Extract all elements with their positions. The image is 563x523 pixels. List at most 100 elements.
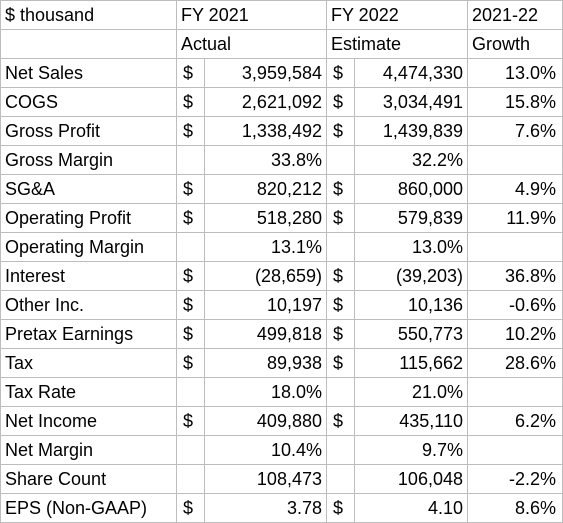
currency-fy2022[interactable]: $ (326, 290, 355, 320)
currency-fy2021[interactable] (176, 464, 205, 494)
currency-fy2021[interactable]: $ (176, 261, 205, 291)
currency-fy2022[interactable]: $ (326, 319, 355, 349)
value-fy2022[interactable]: 1,439,839 (354, 116, 468, 146)
row-label[interactable]: Tax (0, 348, 177, 378)
currency-fy2021[interactable]: $ (176, 174, 205, 204)
currency-fy2021[interactable]: $ (176, 58, 205, 88)
value-fy2022[interactable]: 3,034,491 (354, 87, 468, 117)
currency-fy2022[interactable]: $ (326, 174, 355, 204)
header-estimate[interactable]: Estimate (326, 29, 468, 59)
growth-value[interactable]: 15.8% (467, 87, 563, 117)
currency-fy2022[interactable] (326, 145, 355, 175)
header-growth[interactable]: Growth (467, 29, 563, 59)
value-fy2021[interactable]: 3,959,584 (204, 58, 327, 88)
row-label[interactable]: Share Count (0, 464, 177, 494)
currency-fy2022[interactable]: $ (326, 406, 355, 436)
value-fy2021[interactable]: 3.78 (204, 493, 327, 523)
value-fy2021[interactable]: 108,473 (204, 464, 327, 494)
currency-fy2022[interactable]: $ (326, 493, 355, 523)
value-fy2022[interactable]: 21.0% (354, 377, 468, 407)
growth-value[interactable]: 6.2% (467, 406, 563, 436)
row-label[interactable]: Other Inc. (0, 290, 177, 320)
row-label[interactable]: Tax Rate (0, 377, 177, 407)
value-fy2022[interactable]: 579,839 (354, 203, 468, 233)
currency-fy2022[interactable]: $ (326, 87, 355, 117)
row-label[interactable]: Operating Profit (0, 203, 177, 233)
growth-value[interactable] (467, 377, 563, 407)
value-fy2022[interactable]: 9.7% (354, 435, 468, 465)
row-label[interactable]: Gross Margin (0, 145, 177, 175)
currency-fy2022[interactable] (326, 464, 355, 494)
currency-fy2021[interactable]: $ (176, 203, 205, 233)
value-fy2021[interactable]: 518,280 (204, 203, 327, 233)
currency-fy2021[interactable]: $ (176, 290, 205, 320)
value-fy2021[interactable]: 89,938 (204, 348, 327, 378)
row-label[interactable]: Net Income (0, 406, 177, 436)
growth-value[interactable]: -2.2% (467, 464, 563, 494)
growth-value[interactable]: 28.6% (467, 348, 563, 378)
growth-value[interactable]: 13.0% (467, 58, 563, 88)
row-label[interactable]: EPS (Non-GAAP) (0, 493, 177, 523)
value-fy2021[interactable]: 2,621,092 (204, 87, 327, 117)
growth-value[interactable]: -0.6% (467, 290, 563, 320)
currency-fy2021[interactable]: $ (176, 493, 205, 523)
currency-fy2021[interactable] (176, 232, 205, 262)
value-fy2022[interactable]: 860,000 (354, 174, 468, 204)
currency-fy2022[interactable]: $ (326, 58, 355, 88)
value-fy2021[interactable]: 1,338,492 (204, 116, 327, 146)
currency-fy2022[interactable]: $ (326, 348, 355, 378)
value-fy2021[interactable]: 10.4% (204, 435, 327, 465)
value-fy2022[interactable]: 435,110 (354, 406, 468, 436)
header-fy2022[interactable]: FY 2022 (326, 0, 468, 30)
row-label[interactable]: COGS (0, 87, 177, 117)
currency-fy2022[interactable] (326, 377, 355, 407)
growth-value[interactable] (467, 145, 563, 175)
currency-fy2021[interactable]: $ (176, 319, 205, 349)
row-label[interactable]: Net Sales (0, 58, 177, 88)
growth-value[interactable]: 36.8% (467, 261, 563, 291)
currency-fy2022[interactable] (326, 435, 355, 465)
value-fy2021[interactable]: 10,197 (204, 290, 327, 320)
growth-value[interactable]: 10.2% (467, 319, 563, 349)
currency-fy2021[interactable] (176, 145, 205, 175)
currency-fy2021[interactable] (176, 377, 205, 407)
value-fy2022[interactable]: 10,136 (354, 290, 468, 320)
growth-value[interactable]: 11.9% (467, 203, 563, 233)
currency-fy2021[interactable]: $ (176, 406, 205, 436)
value-fy2021[interactable]: 409,880 (204, 406, 327, 436)
value-fy2022[interactable]: 106,048 (354, 464, 468, 494)
value-fy2022[interactable]: 115,662 (354, 348, 468, 378)
growth-value[interactable]: 7.6% (467, 116, 563, 146)
header-period[interactable]: 2021-22 (467, 0, 563, 30)
currency-fy2022[interactable] (326, 232, 355, 262)
growth-value[interactable]: 8.6% (467, 493, 563, 523)
value-fy2022[interactable]: 4.10 (354, 493, 468, 523)
value-fy2021[interactable]: 18.0% (204, 377, 327, 407)
currency-fy2021[interactable] (176, 435, 205, 465)
row-label[interactable]: Gross Profit (0, 116, 177, 146)
currency-fy2021[interactable]: $ (176, 348, 205, 378)
currency-fy2021[interactable]: $ (176, 116, 205, 146)
value-fy2022[interactable]: (39,203) (354, 261, 468, 291)
currency-fy2022[interactable]: $ (326, 116, 355, 146)
row-label[interactable]: Operating Margin (0, 232, 177, 262)
growth-value[interactable] (467, 435, 563, 465)
currency-fy2022[interactable]: $ (326, 261, 355, 291)
row-label[interactable]: Pretax Earnings (0, 319, 177, 349)
value-fy2021[interactable]: 33.8% (204, 145, 327, 175)
value-fy2022[interactable]: 550,773 (354, 319, 468, 349)
header-actual[interactable]: Actual (176, 29, 327, 59)
header-fy2021[interactable]: FY 2021 (176, 0, 327, 30)
value-fy2021[interactable]: 820,212 (204, 174, 327, 204)
currency-fy2022[interactable]: $ (326, 203, 355, 233)
value-fy2021[interactable]: (28,659) (204, 261, 327, 291)
header-blank[interactable] (0, 29, 177, 59)
header-units[interactable]: $ thousand (0, 0, 177, 30)
value-fy2022[interactable]: 4,474,330 (354, 58, 468, 88)
value-fy2022[interactable]: 32.2% (354, 145, 468, 175)
value-fy2021[interactable]: 499,818 (204, 319, 327, 349)
growth-value[interactable]: 4.9% (467, 174, 563, 204)
value-fy2021[interactable]: 13.1% (204, 232, 327, 262)
row-label[interactable]: SG&A (0, 174, 177, 204)
row-label[interactable]: Interest (0, 261, 177, 291)
